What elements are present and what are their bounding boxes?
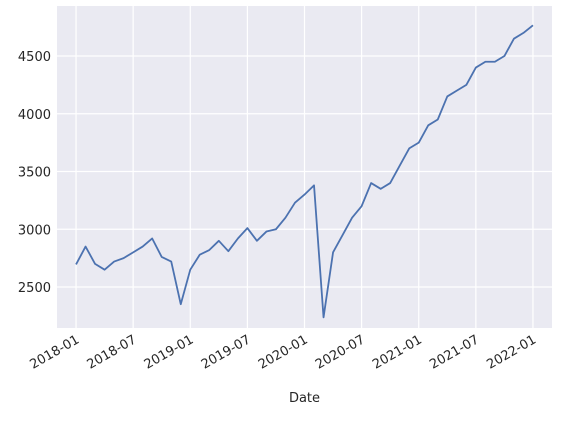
y-tick-label: 3500 bbox=[18, 166, 51, 181]
x-tick-label: 2021-01 bbox=[370, 332, 425, 372]
x-tick-label: 2018-01 bbox=[27, 332, 82, 372]
y-tick-label: 4500 bbox=[18, 50, 51, 65]
y-tick-label: 3000 bbox=[18, 223, 51, 238]
x-tick-label: 2020-01 bbox=[256, 332, 311, 372]
x-tick-label: 2022-01 bbox=[484, 332, 539, 372]
line bbox=[75, 24, 534, 319]
x-tick-label: 2019-07 bbox=[199, 332, 254, 372]
y-tick-label: 4000 bbox=[18, 108, 51, 123]
x-tick-label: 2018-07 bbox=[85, 332, 140, 372]
x-axis-label: Date bbox=[289, 391, 320, 406]
x-tick-label: 2020-07 bbox=[313, 332, 368, 372]
x-tick-label: 2021-07 bbox=[427, 332, 482, 372]
x-tick-label: 2019-01 bbox=[142, 332, 197, 372]
y-tick-label: 2500 bbox=[18, 281, 51, 296]
